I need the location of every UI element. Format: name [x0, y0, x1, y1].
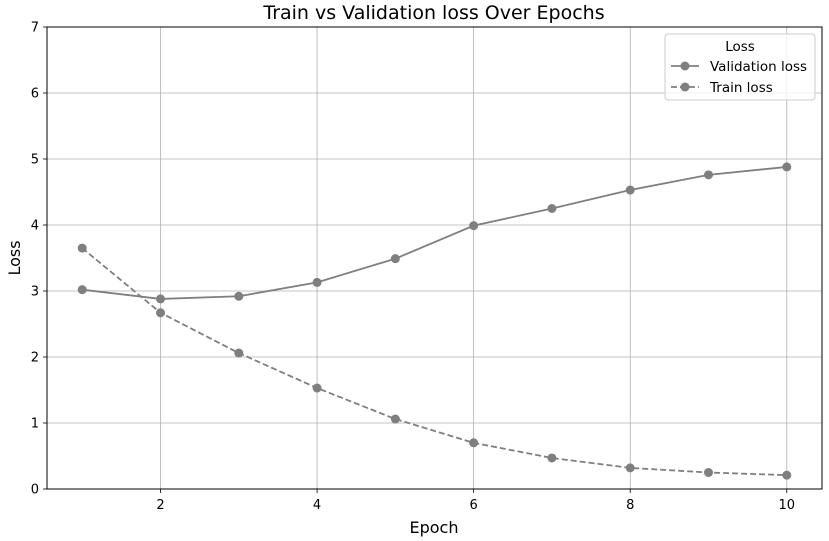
y-tick-label: 0 [31, 483, 39, 498]
data-point-train-loss [703, 468, 713, 477]
legend-label-validation: Validation loss [710, 59, 807, 75]
data-point-validation-loss [390, 254, 400, 264]
data-point-train-loss [390, 414, 400, 424]
x-tick-label: 6 [470, 498, 478, 513]
legend-box [664, 33, 816, 101]
legend-label-train: Train loss [709, 80, 773, 96]
data-point-validation-loss [703, 170, 713, 180]
data-point-validation-loss [547, 204, 557, 213]
x-tick-label: 8 [626, 498, 634, 513]
data-point-validation-loss [625, 185, 635, 195]
data-point-validation-loss [77, 285, 87, 295]
y-tick-label: 7 [31, 21, 39, 36]
series-line-validation-loss [82, 166, 787, 300]
chart-title: Train vs Validation loss Over Epochs [262, 2, 604, 24]
axis-ticks: 2 4 6 8 10 0 1 2 3 4 5 6 7 [31, 21, 795, 514]
x-tick-label: 2 [156, 498, 164, 513]
y-tick-label: 4 [31, 219, 39, 234]
data-point-train-loss [77, 243, 87, 253]
plot-frame [46, 26, 823, 490]
data-point-validation-loss [234, 291, 244, 301]
data-point-train-loss [234, 348, 244, 358]
legend-title: Loss [725, 39, 755, 55]
legend: Loss Validation loss Train loss [664, 33, 816, 101]
data-point-validation-loss [156, 294, 166, 304]
series-line-train-loss [81, 247, 787, 477]
y-tick-label: 3 [31, 285, 39, 300]
y-axis-label: Loss [5, 240, 24, 275]
data-point-train-loss [469, 438, 479, 448]
y-tick-label: 1 [31, 417, 39, 432]
y-tick-label: 6 [31, 87, 39, 102]
data-point-train-loss [312, 383, 322, 393]
data-point-train-loss [547, 453, 557, 463]
x-axis-label: Epoch [410, 518, 459, 537]
data-point-train-loss [625, 463, 635, 473]
data-point-validation-loss [782, 162, 792, 172]
x-tick-label: 4 [313, 498, 321, 513]
data-point-train-loss [782, 470, 792, 480]
legend-marker-train [680, 82, 690, 92]
data-point-validation-loss [469, 221, 479, 231]
series-layer [77, 162, 792, 480]
x-tick-label: 10 [778, 498, 795, 513]
data-point-validation-loss [312, 277, 322, 287]
data-point-train-loss [156, 308, 166, 318]
y-tick-label: 2 [31, 351, 39, 366]
y-tick-label: 5 [31, 153, 39, 168]
legend-marker-validation [680, 61, 690, 71]
